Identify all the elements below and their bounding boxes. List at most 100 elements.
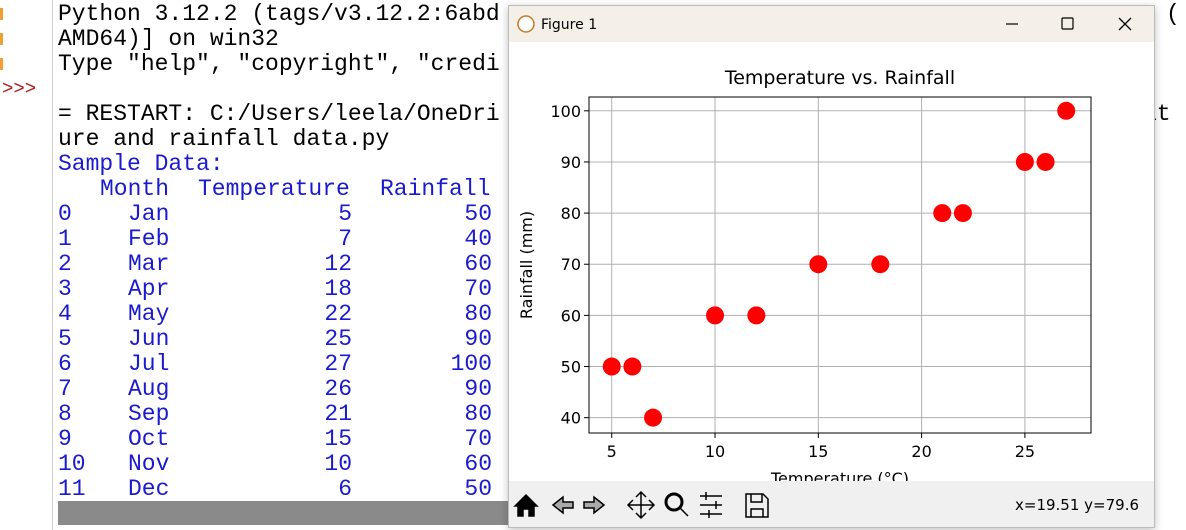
chart-title: Temperature vs. Rainfall: [724, 67, 955, 89]
row-index: 0: [58, 201, 72, 227]
row-index: 8: [58, 401, 72, 427]
row-index: 11: [58, 476, 86, 502]
row-rainfall: 40: [464, 226, 492, 252]
y-tick-label: 80: [561, 204, 581, 223]
figure-window: Figure 1 Temperature vs. Rainfall 40 50 60 7…: [508, 5, 1155, 528]
x-tick-label: 5: [607, 442, 617, 461]
scatter-point: [706, 306, 725, 325]
row-index: 7: [58, 376, 72, 402]
y-axis-label: Rainfall (mm): [517, 211, 536, 319]
scatter-point: [602, 357, 621, 376]
row-month: Mar: [128, 251, 170, 277]
row-month: Jul: [128, 351, 170, 377]
y-tick-label: 90: [561, 153, 581, 172]
table-header: Temperature: [198, 176, 350, 202]
row-rainfall: 80: [464, 301, 492, 327]
forward-button[interactable]: [583, 495, 606, 515]
row-temperature: 10: [324, 451, 352, 477]
y-tick-label: 100: [550, 102, 581, 121]
pan-button[interactable]: [626, 490, 656, 520]
shell-line: Type "help", "copyright", "credi: [58, 51, 500, 77]
scatter-point: [1015, 152, 1034, 171]
row-index: 2: [58, 251, 72, 277]
x-tick-label: 15: [808, 442, 828, 461]
row-month: Sep: [128, 401, 170, 427]
scatter-point: [953, 204, 972, 223]
row-temperature: 27: [324, 351, 352, 377]
row-month: Oct: [128, 426, 170, 452]
scatter-point: [1057, 101, 1076, 120]
row-temperature: 7: [338, 226, 352, 252]
orange-mark: [0, 33, 3, 45]
row-temperature: 22: [324, 301, 352, 327]
scatter-point: [747, 306, 766, 325]
row-index: 10: [58, 451, 86, 477]
scatter-point: [809, 255, 828, 274]
shell-fragment: (: [1166, 1, 1180, 27]
row-temperature: 12: [324, 251, 352, 277]
row-month: Aug: [128, 376, 170, 402]
shell-line: Python 3.12.2 (tags/v3.12.2:6abd: [58, 1, 500, 27]
row-month: Jun: [128, 326, 170, 352]
row-index: 4: [58, 301, 72, 327]
output-heading: Sample Data:: [58, 151, 224, 177]
line-gutter: [0, 0, 53, 530]
x-tick-label: 10: [705, 442, 725, 461]
zoom-button[interactable]: [664, 492, 684, 512]
row-rainfall: 90: [464, 376, 492, 402]
row-temperature: 18: [324, 276, 352, 302]
row-month: Nov: [128, 451, 170, 477]
row-temperature: 21: [324, 401, 352, 427]
x-tick-label: 25: [1015, 442, 1035, 461]
title-bar: [509, 6, 1154, 42]
back-button[interactable]: [551, 495, 574, 515]
row-month: Dec: [128, 476, 170, 502]
toolbar: [509, 481, 1154, 527]
figure: Figure 1 Temperature vs. Rainfall 40 50 60 7…: [509, 6, 1154, 527]
row-rainfall: 50: [464, 201, 492, 227]
prompt: >>>: [2, 78, 37, 100]
scrollbar[interactable]: [58, 501, 518, 525]
scatter-point: [933, 204, 952, 223]
close-button[interactable]: [1118, 17, 1132, 31]
plot-frame: [588, 96, 1092, 434]
configure-button[interactable]: [700, 492, 722, 518]
row-index: 6: [58, 351, 72, 377]
row-month: Feb: [128, 226, 170, 252]
row-rainfall: 70: [464, 276, 492, 302]
scatter-point: [1036, 152, 1055, 171]
row-rainfall: 60: [464, 251, 492, 277]
row-index: 3: [58, 276, 72, 302]
cursor-status: x=19.51 y=79.6: [1015, 496, 1139, 514]
row-temperature: 6: [338, 476, 352, 502]
row-rainfall: 50: [464, 476, 492, 502]
row-rainfall: 60: [464, 451, 492, 477]
window-title: Figure 1: [541, 17, 597, 33]
row-month: May: [128, 301, 170, 327]
scatter-point: [644, 408, 663, 427]
row-temperature: 26: [324, 376, 352, 402]
row-month: Apr: [128, 276, 170, 302]
scatter-point: [871, 255, 890, 274]
table-header: Rainfall: [380, 176, 491, 202]
maximize-button[interactable]: [1061, 17, 1074, 30]
y-tick-label: 40: [561, 409, 581, 428]
shell-line: ure and rainfall data.py: [58, 126, 390, 152]
row-month: Jan: [128, 201, 170, 227]
y-tick-label: 60: [561, 306, 581, 325]
table-header: Month: [100, 176, 170, 202]
row-temperature: 25: [324, 326, 352, 352]
zoom-handle[interactable]: [679, 507, 689, 517]
scatter-point: [623, 357, 642, 376]
y-tick-label: 70: [561, 255, 581, 274]
app-icon: [517, 15, 535, 33]
save-button[interactable]: [745, 493, 769, 518]
shell-line: AMD64)] on win32: [58, 26, 279, 52]
row-rainfall: 80: [464, 401, 492, 427]
orange-mark: [0, 8, 3, 20]
x-tick-label: 20: [911, 442, 931, 461]
row-rainfall: 90: [464, 326, 492, 352]
row-rainfall: 70: [464, 426, 492, 452]
home-button[interactable]: [513, 493, 539, 517]
